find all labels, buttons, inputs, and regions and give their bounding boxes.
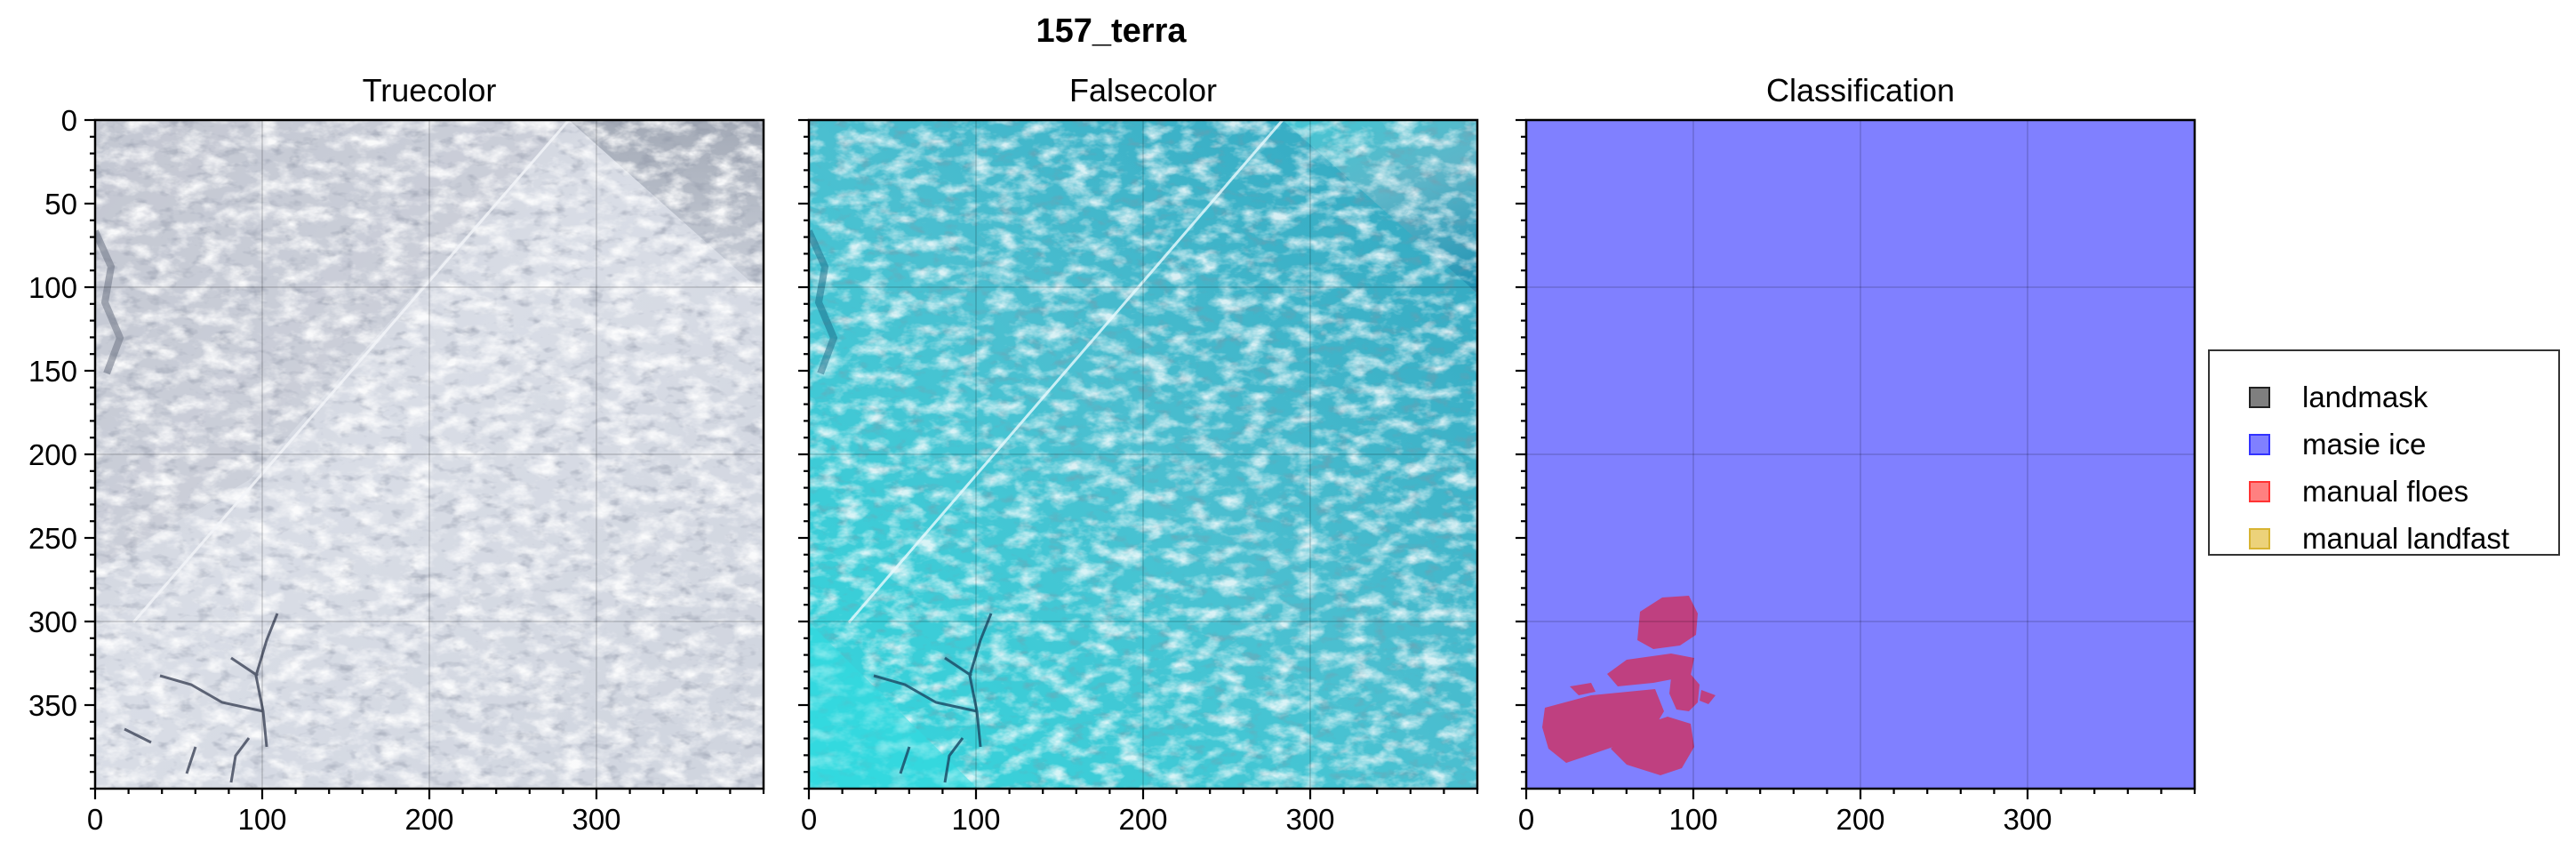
x-tick-label: 200 [404, 803, 453, 836]
panel-title-truecolor: Truecolor [363, 72, 497, 108]
legend-label-manual-floes: manual floes [2302, 475, 2469, 508]
classification-axes: 0 100 200 300 [1516, 118, 2196, 836]
legend-label-landmask: landmask [2302, 381, 2428, 413]
legend-swatch-landmask [2249, 387, 2270, 408]
falsecolor-axes: 0 100 200 300 [798, 118, 1479, 836]
x-tick-label: 100 [951, 803, 1000, 836]
classification-panel: 0 100 200 300 [1516, 118, 2196, 836]
panel-title-classification: Classification [1766, 72, 1955, 108]
x-tick-label: 100 [237, 803, 286, 836]
y-tick-label: 0 [61, 104, 77, 137]
falsecolor-image [809, 120, 1477, 789]
y-tick-label: 250 [28, 522, 77, 555]
legend-item-manual-floes: manual floes [2249, 474, 2468, 509]
manual-floes [1542, 596, 1716, 775]
x-tick-label: 300 [2003, 803, 2052, 836]
legend-item-landmask: landmask [2249, 380, 2428, 415]
x-tick-label: 0 [1518, 803, 1534, 836]
panel-title-falsecolor: Falsecolor [1069, 72, 1217, 108]
x-tick-label: 0 [87, 803, 103, 836]
legend-item-masie-ice: masie ice [2249, 427, 2426, 462]
y-tick-label: 100 [28, 271, 77, 304]
truecolor-panel: 0 100 200 300 0 50 100 150 200 250 300 350 [28, 104, 765, 836]
truecolor-axes: 0 100 200 300 0 50 100 150 200 250 300 350 [28, 104, 765, 836]
legend-swatch-manual-floes [2249, 481, 2270, 502]
y-tick-label: 200 [28, 438, 77, 471]
x-tick-label: 0 [801, 803, 817, 836]
classification-image [1526, 120, 2195, 789]
x-tick-label: 100 [1668, 803, 1717, 836]
truecolor-image [95, 120, 764, 789]
classification-grid [1526, 120, 2195, 789]
y-tick-label: 50 [44, 188, 77, 221]
falsecolor-panel: 0 100 200 300 [798, 118, 1479, 836]
x-tick-label: 300 [1285, 803, 1334, 836]
figure-title: 157_terra [1036, 12, 1187, 50]
x-tick-label: 200 [1118, 803, 1167, 836]
x-tick-label: 200 [1836, 803, 1884, 836]
truecolor-grid [95, 120, 764, 789]
legend-item-manual-landfast: manual landfast [2249, 521, 2509, 557]
legend: landmask masie ice manual floes manual l… [2208, 349, 2560, 556]
legend-label-manual-landfast: manual landfast [2302, 522, 2509, 555]
x-tick-label: 300 [572, 803, 620, 836]
legend-swatch-masie-ice [2249, 434, 2270, 455]
y-tick-label: 350 [28, 689, 77, 722]
legend-label-masie-ice: masie ice [2302, 428, 2427, 461]
y-tick-label: 150 [28, 355, 77, 388]
legend-swatch-manual-landfast [2249, 528, 2270, 549]
y-tick-label: 300 [28, 605, 77, 638]
falsecolor-grid [809, 120, 1477, 789]
